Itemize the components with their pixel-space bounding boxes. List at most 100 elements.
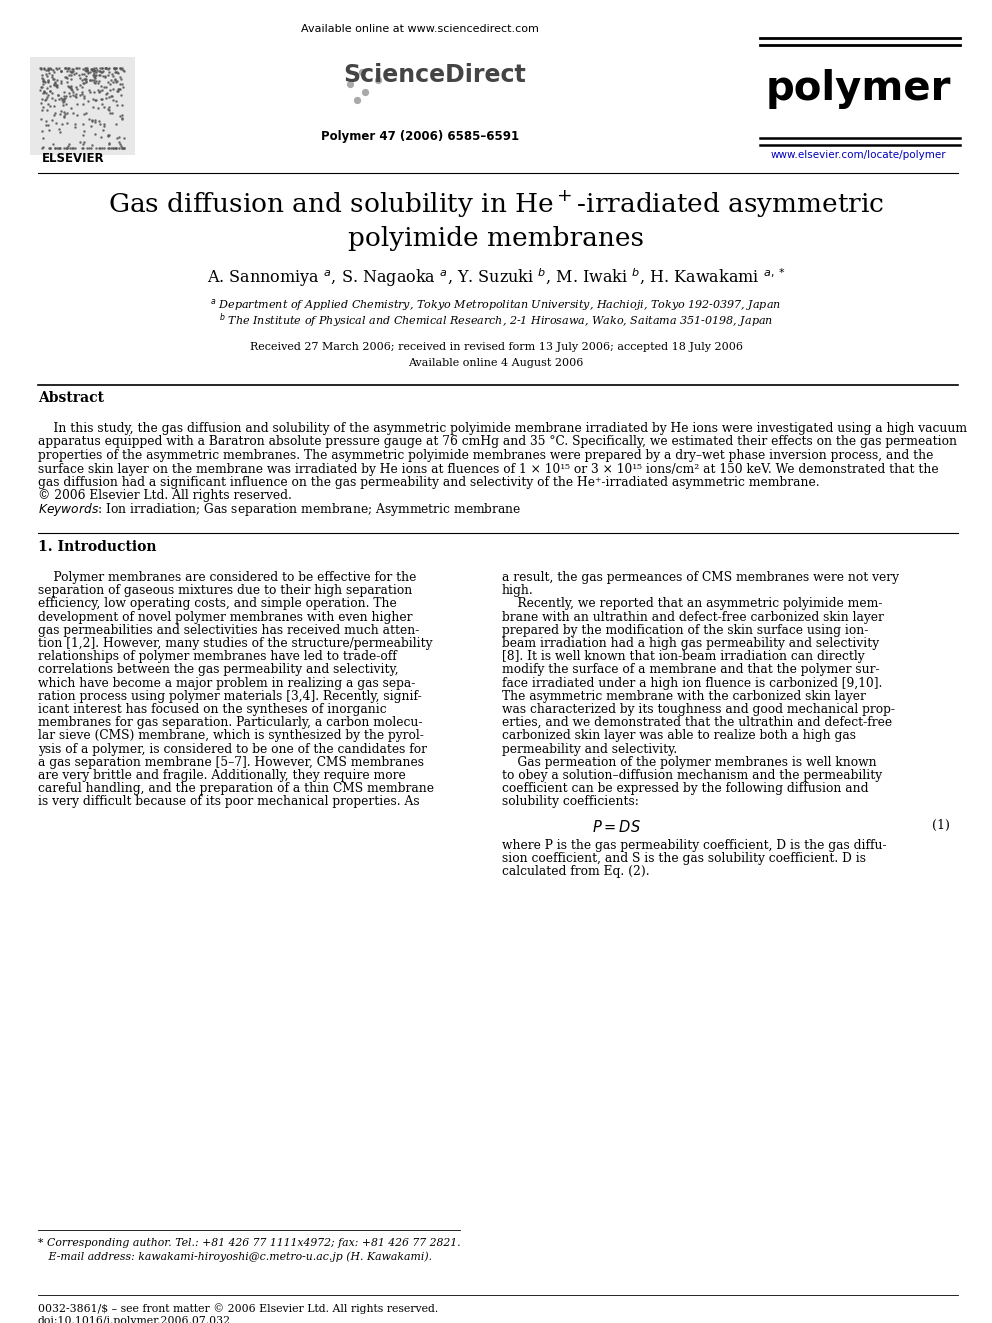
Point: [94, 79, 110, 101]
Point: [99, 65, 115, 86]
Point: [53, 73, 68, 94]
Point: [78, 71, 94, 93]
Point: [96, 138, 112, 159]
Point: [40, 60, 56, 81]
Point: [94, 57, 110, 78]
Point: [101, 61, 117, 82]
Point: [88, 70, 104, 91]
Point: [56, 94, 71, 115]
Point: [94, 93, 110, 114]
Text: ScienceDirect: ScienceDirect: [343, 64, 527, 87]
Point: [53, 60, 68, 81]
Point: [79, 60, 95, 81]
Point: [111, 132, 127, 153]
Point: [112, 57, 128, 78]
Point: [114, 57, 130, 78]
Point: [101, 73, 117, 94]
Point: [82, 81, 98, 102]
Point: [92, 114, 108, 135]
Point: [91, 65, 107, 86]
Point: [46, 95, 62, 116]
Point: [47, 138, 62, 159]
Point: [48, 90, 63, 111]
Point: [104, 86, 120, 107]
Point: [100, 71, 116, 93]
Text: [8]. It is well known that ion-beam irradiation can directly: [8]. It is well known that ion-beam irra…: [502, 650, 865, 663]
Text: Received 27 March 2006; received in revised form 13 July 2006; accepted 18 July : Received 27 March 2006; received in revi…: [250, 343, 742, 352]
Point: [38, 110, 54, 131]
Text: doi:10.1016/j.polymer.2006.07.032: doi:10.1016/j.polymer.2006.07.032: [38, 1316, 231, 1323]
Point: [56, 85, 71, 106]
Point: [46, 73, 62, 94]
Point: [86, 71, 102, 93]
Point: [42, 81, 58, 102]
Point: [75, 124, 91, 146]
Text: which have become a major problem in realizing a gas sepa-: which have become a major problem in rea…: [38, 676, 416, 689]
Point: [101, 97, 117, 118]
Point: [116, 127, 132, 148]
Point: [35, 71, 51, 93]
Point: [34, 64, 50, 85]
Text: prepared by the modification of the skin surface using ion-: prepared by the modification of the skin…: [502, 624, 868, 636]
Point: [46, 69, 62, 90]
Point: [84, 110, 100, 131]
Point: [62, 61, 78, 82]
Text: are very brittle and fragile. Additionally, they require more: are very brittle and fragile. Additional…: [38, 769, 406, 782]
Text: properties of the asymmetric membranes. The asymmetric polyimide membranes were : properties of the asymmetric membranes. …: [38, 448, 933, 462]
Text: gas diffusion had a significant influence on the gas permeability and selectivit: gas diffusion had a significant influenc…: [38, 476, 819, 490]
Point: [51, 85, 66, 106]
Point: [79, 62, 95, 83]
Point: [109, 128, 125, 149]
Point: [37, 71, 53, 93]
Point: [43, 75, 59, 97]
Point: [62, 138, 78, 159]
Point: [46, 61, 62, 82]
Point: [114, 94, 130, 115]
Point: [53, 70, 68, 91]
Point: [75, 114, 91, 135]
Point: [97, 57, 113, 78]
Point: [36, 70, 52, 91]
Point: [110, 62, 126, 83]
Point: [76, 67, 92, 89]
Point: [69, 105, 85, 126]
Point: [78, 57, 94, 78]
Point: [58, 94, 73, 115]
Point: [107, 58, 123, 79]
Text: high.: high.: [502, 585, 534, 597]
Point: [68, 79, 84, 101]
Point: [63, 79, 79, 101]
Point: [38, 89, 54, 110]
Point: [39, 86, 55, 107]
Point: [101, 124, 117, 146]
Point: [36, 128, 52, 149]
Point: [357, 82, 373, 103]
Point: [91, 138, 107, 159]
Text: separation of gaseous mixtures due to their high separation: separation of gaseous mixtures due to th…: [38, 585, 413, 597]
Text: erties, and we demonstrated that the ultrathin and defect-free: erties, and we demonstrated that the ult…: [502, 716, 892, 729]
Point: [52, 57, 67, 78]
Point: [97, 57, 113, 78]
Point: [107, 69, 123, 90]
Point: [38, 115, 54, 136]
Point: [108, 61, 124, 82]
Point: [91, 60, 107, 81]
Text: membranes for gas separation. Particularly, a carbon molecu-: membranes for gas separation. Particular…: [38, 716, 423, 729]
Text: ELSEVIER: ELSEVIER: [42, 152, 104, 165]
Point: [60, 112, 75, 134]
Point: [41, 62, 57, 83]
Point: [89, 60, 105, 81]
Point: [74, 134, 90, 155]
Point: [36, 58, 52, 79]
Point: [105, 138, 121, 159]
Point: [98, 83, 114, 105]
Point: [112, 57, 128, 78]
Point: [42, 138, 58, 159]
Point: [108, 114, 124, 135]
Text: polymer: polymer: [765, 69, 950, 108]
Point: [106, 69, 122, 90]
Point: [49, 69, 64, 90]
Point: [105, 71, 121, 93]
Point: [33, 57, 49, 78]
Point: [77, 57, 93, 78]
